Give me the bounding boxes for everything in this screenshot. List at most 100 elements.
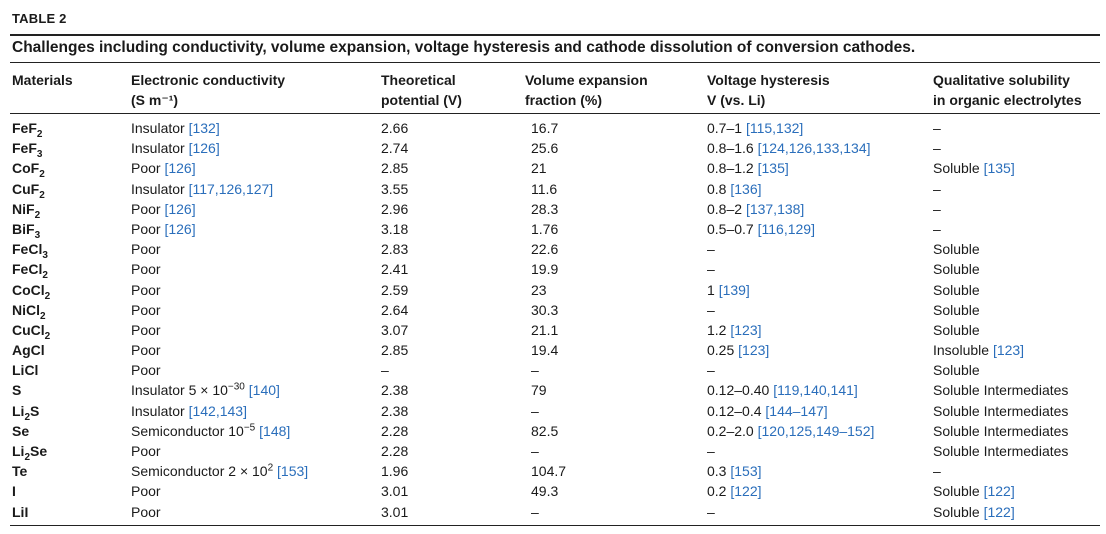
volume-cell: – bbox=[531, 443, 539, 459]
conductivity-value: Poor bbox=[131, 200, 161, 217]
header-conductivity: Electronic conductivity (S m⁻¹) bbox=[131, 70, 285, 110]
volume-cell: 11.6 bbox=[531, 180, 558, 197]
conductivity-value: Poor bbox=[131, 220, 161, 237]
table-row: NiCl2 Poor 2.64 30.3 – Soluble bbox=[0, 300, 1106, 321]
hysteresis-value: 0.2 bbox=[707, 483, 727, 500]
volume-cell: 1.76 bbox=[531, 220, 559, 237]
volume-cell: 16.7 bbox=[531, 120, 559, 136]
material-subscript: 2 bbox=[34, 209, 41, 221]
material-cell: FeF2 bbox=[12, 118, 42, 139]
header-hysteresis: Voltage hysteresis V (vs. Li) bbox=[707, 70, 830, 110]
solubility-cell: Soluble Intermediates bbox=[933, 401, 1068, 421]
conductivity-value: Poor bbox=[131, 483, 161, 500]
solubility-value: Soluble bbox=[933, 301, 980, 318]
reference-link: [116,129] bbox=[757, 220, 815, 237]
potential-cell: 2.28 bbox=[381, 443, 409, 459]
material-subscript: 3 bbox=[42, 249, 48, 261]
conductivity-cell: Insulator [117,126,127] bbox=[131, 179, 273, 199]
hysteresis-cell: – bbox=[707, 239, 715, 259]
conductivity-cell: Insulator [126] bbox=[131, 138, 220, 158]
conductivity-cell: Poor bbox=[131, 360, 161, 380]
conductivity-cell: Poor [126] bbox=[131, 219, 196, 239]
solubility-value: Soluble bbox=[933, 321, 980, 338]
header-materials: Materials bbox=[12, 70, 73, 90]
material-cell: NiF2 bbox=[12, 199, 41, 221]
potential-cell: 3.18 bbox=[381, 220, 409, 237]
solubility-value: – bbox=[933, 140, 941, 157]
material-cell: LiI bbox=[12, 502, 28, 522]
material-formula: FeCl bbox=[12, 261, 43, 278]
potential-cell: 3.01 bbox=[381, 483, 409, 500]
table-row: AgCl Poor 2.85 19.4 0.25 [123] Insoluble [123… bbox=[0, 340, 1106, 360]
hysteresis-cell: 1 [139] bbox=[707, 280, 750, 300]
reference-link: [115,132] bbox=[745, 120, 804, 136]
volume-cell: – bbox=[531, 362, 539, 379]
reference-link: [142,143] bbox=[188, 402, 247, 419]
conductivity-value: Poor bbox=[131, 241, 161, 258]
material-formula: Li bbox=[12, 443, 25, 459]
conductivity-cell: Poor [126] bbox=[131, 158, 196, 178]
table-row: Li2Se Poor 2.28 – – Soluble Intermediates bbox=[0, 441, 1106, 462]
potential-cell: 2.96 bbox=[381, 200, 409, 217]
header-conductivity-line-1: Electronic conductivity bbox=[131, 72, 286, 88]
material-subscript: 2 bbox=[24, 411, 31, 423]
hysteresis-value: 0.5–0.7 bbox=[707, 220, 754, 237]
reference-link: [135] bbox=[757, 160, 789, 177]
conductivity-cell: Insulator [142,143] bbox=[131, 401, 247, 421]
table-row: CoCl2 Poor 2.59 23 1 [139] Soluble bbox=[0, 280, 1106, 301]
material-subscript: 3 bbox=[36, 148, 43, 160]
solubility-cell: Soluble [122] bbox=[933, 481, 1015, 501]
header-volume-line-2: fraction (%) bbox=[525, 92, 602, 108]
potential-cell: 2.85 bbox=[381, 342, 409, 359]
potential-cell: 2.74 bbox=[381, 140, 409, 157]
potential-cell: 3.07 bbox=[381, 321, 409, 338]
solubility-value: Insoluble bbox=[933, 342, 990, 359]
header-solubility-line-1: Qualitative solubility bbox=[933, 72, 1070, 88]
material-cell: FeCl2 bbox=[12, 259, 48, 280]
reference-link: [135] bbox=[983, 160, 1015, 177]
material-formula: FeF bbox=[12, 120, 37, 136]
reference-link: [140] bbox=[248, 382, 280, 399]
conductivity-value: Poor bbox=[131, 342, 161, 359]
volume-cell: 23 bbox=[531, 281, 547, 298]
volume-cell: – bbox=[531, 503, 539, 520]
table-caption: Challenges including conductivity, volum… bbox=[12, 39, 916, 56]
header-rule bbox=[10, 113, 1100, 114]
header-solubility: Qualitative solubility in organic electr… bbox=[933, 70, 1082, 110]
hysteresis-cell: – bbox=[707, 300, 715, 320]
hysteresis-value: 0.8–1.6 bbox=[707, 140, 754, 157]
potential-cell: 2.85 bbox=[381, 160, 409, 177]
header-potential-line-2: potential (V) bbox=[381, 92, 462, 108]
solubility-cell: Soluble Intermediates bbox=[933, 421, 1068, 441]
conductivity-value: Poor bbox=[131, 443, 161, 459]
conductivity-value: Poor bbox=[131, 503, 161, 520]
hysteresis-value: – bbox=[707, 241, 715, 258]
solubility-value: – bbox=[933, 220, 941, 237]
table-row: FeCl3 Poor 2.83 22.6 – Soluble bbox=[0, 239, 1106, 261]
reference-link: [126] bbox=[164, 200, 196, 217]
solubility-value: Soluble bbox=[933, 503, 980, 520]
material-cell: BiF3 bbox=[12, 219, 41, 241]
conductivity-value: Semiconductor 10 bbox=[131, 422, 244, 439]
material-cell: CoCl2 bbox=[12, 280, 50, 301]
hysteresis-value: 0.8–1.2 bbox=[707, 160, 754, 177]
reference-link: [126] bbox=[188, 140, 220, 157]
solubility-value: Soluble Intermediates bbox=[933, 443, 1069, 459]
reference-link: [123] bbox=[730, 321, 762, 338]
material-subscript: 2 bbox=[39, 169, 45, 181]
header-potential: Theoretical potential (V) bbox=[381, 70, 462, 110]
hysteresis-cell: – bbox=[707, 502, 715, 522]
conductivity-cell: Poor bbox=[131, 259, 161, 279]
hysteresis-value: – bbox=[707, 301, 715, 318]
reference-link: [153] bbox=[730, 463, 762, 480]
solubility-value: Soluble Intermediates bbox=[933, 382, 1069, 399]
hysteresis-value: 0.12–0.40 bbox=[707, 382, 770, 399]
potential-cell: 1.96 bbox=[381, 463, 409, 480]
solubility-value: – bbox=[933, 463, 941, 480]
hysteresis-value: – bbox=[707, 443, 715, 459]
conductivity-cell: Insulator 5 × 10−30 [140] bbox=[131, 380, 280, 400]
table-row: Te Semiconductor 2 × 102 [153] 1.96 104.7 0.… bbox=[0, 461, 1106, 481]
reference-link: [122] bbox=[983, 503, 1015, 520]
material-subscript: 3 bbox=[34, 229, 41, 241]
material-formula: FeF bbox=[12, 140, 37, 157]
